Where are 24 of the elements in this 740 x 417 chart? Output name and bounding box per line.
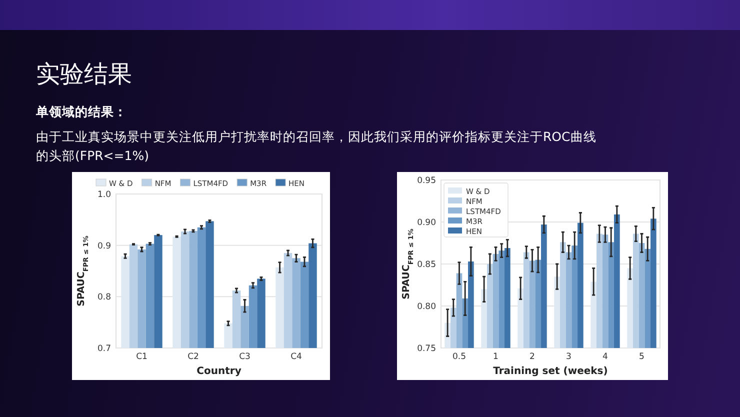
y-tick-label: 0.9 xyxy=(97,241,111,252)
text: 由于工业真实场景中更关注低用户打扰率时的召回率，因此我们采用的评价指标更关注于ROC曲线的头部(FPR<=1%) xyxy=(36,128,598,165)
y-tick-label: 0.80 xyxy=(417,302,436,312)
x-tick-label: C1 xyxy=(136,352,148,362)
x-tick-label: 4 xyxy=(602,352,608,362)
y-tick-label: 0.7 xyxy=(97,344,111,354)
text: 单领域的结果： xyxy=(36,104,127,119)
y-tick-label: 0.85 xyxy=(417,260,436,270)
y-tick-label: 1.0 xyxy=(97,190,111,200)
y-tick-label: 0.95 xyxy=(417,176,436,186)
x-axis-title: Country xyxy=(196,366,242,377)
x-tick-label: 0.5 xyxy=(452,352,466,362)
x-tick-label: 3 xyxy=(566,352,572,362)
x-tick-label: C3 xyxy=(239,352,250,362)
y-tick-label: 0.90 xyxy=(417,218,436,228)
x-tick-label: 1 xyxy=(493,352,498,362)
x-axis-title: Training set (weeks) xyxy=(493,366,608,377)
x-tick-label: C2 xyxy=(188,352,199,362)
y-tick-label: 0.75 xyxy=(417,344,436,354)
x-tick-label: 2 xyxy=(530,352,535,362)
x-tick-label: 5 xyxy=(639,352,644,362)
y-tick-label: 0.8 xyxy=(97,292,111,303)
x-tick-label: C4 xyxy=(290,352,302,362)
text: 实验结果 xyxy=(36,59,133,90)
